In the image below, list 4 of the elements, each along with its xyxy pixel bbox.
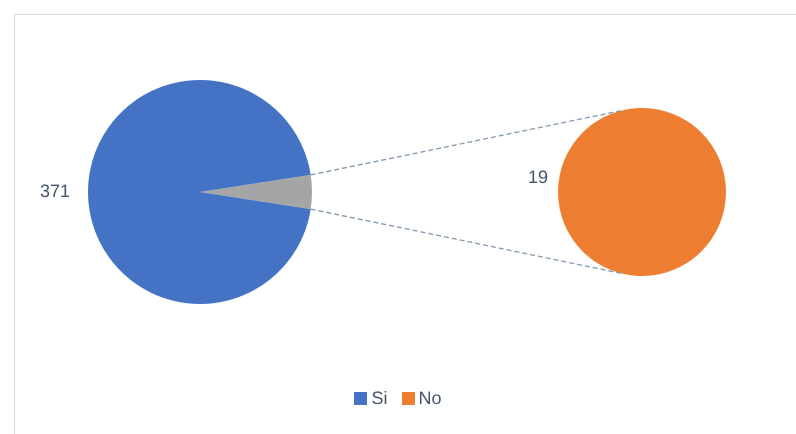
legend-label: Si xyxy=(371,388,388,409)
data-label: 19 xyxy=(528,166,548,187)
legend-label: No xyxy=(418,388,442,409)
data-label: 371 xyxy=(40,180,70,201)
